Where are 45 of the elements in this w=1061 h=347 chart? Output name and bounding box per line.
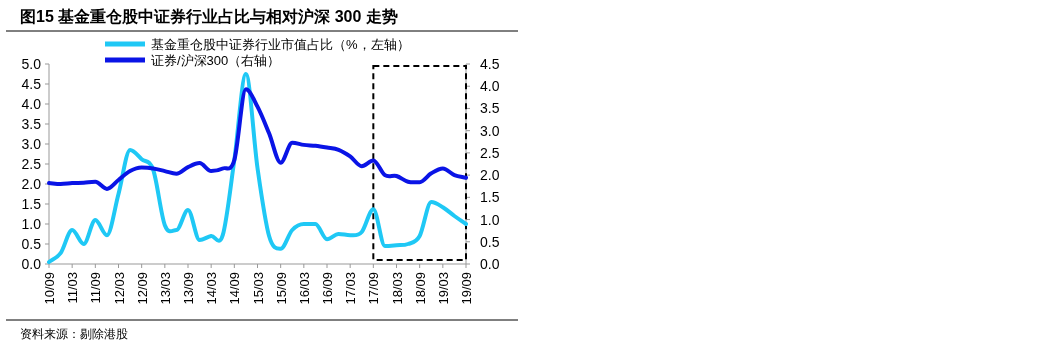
y-tick-label: 2.5 — [21, 156, 42, 172]
y-tick-label: 4.0 — [21, 96, 42, 112]
y-tick-label: 1.5 — [21, 196, 42, 212]
x-tick-label: 12/09 — [134, 272, 150, 305]
line-series — [47, 87, 468, 191]
chart-title: 图15 基金重仓股中证券行业占比与相对沪深 300 走势 — [20, 7, 398, 25]
y-tick-label: 0.5 — [21, 236, 42, 252]
x-tick-label: 16/03 — [296, 272, 312, 305]
legend-label: 证券/沪深300（右轴） — [151, 53, 281, 68]
y2-tick-label: 4.5 — [480, 56, 500, 72]
x-tick-label: 14/09 — [227, 272, 243, 305]
y-tick-label: 1.0 — [21, 216, 42, 232]
y2-tick-label: 3.5 — [480, 100, 500, 117]
y2-tick-label: 1.5 — [480, 189, 500, 206]
x-tick-label: 18/03 — [389, 272, 405, 305]
y2-tick-label: 0.5 — [480, 233, 500, 250]
x-tick-label: 18/09 — [412, 272, 428, 305]
y-tick-label: 3.5 — [21, 116, 42, 132]
x-tick-label: 17/09 — [366, 272, 382, 305]
legend-label: 基金重仓股中证券行业市值占比（%，左轴） — [151, 37, 410, 52]
y2-tick-label: 0.0 — [480, 256, 500, 272]
y-tick-label: 0.0 — [21, 256, 42, 272]
x-tick-label: 16/09 — [320, 272, 335, 305]
y-tick-label: 3.0 — [21, 136, 42, 152]
x-tick-label: 13/03 — [157, 272, 173, 305]
x-tick-label: 14/03 — [204, 272, 220, 305]
x-tick-label: 11/03 — [65, 272, 81, 304]
y-tick-label: 5.0 — [21, 56, 42, 72]
x-tick-label: 19/09 — [459, 272, 474, 305]
y2-tick-label: 4.0 — [480, 78, 500, 95]
y2-tick-label: 1.0 — [480, 211, 500, 228]
x-tick-label: 15/09 — [273, 272, 289, 305]
x-tick-label: 15/03 — [250, 272, 266, 305]
x-tick-label: 12/03 — [111, 272, 127, 305]
x-tick-label: 10/09 — [42, 272, 57, 305]
y2-tick-label: 3.0 — [480, 122, 500, 139]
y-tick-label: 4.5 — [21, 76, 42, 92]
x-tick-label: 13/09 — [181, 272, 196, 305]
y-tick-label: 2.0 — [21, 176, 42, 192]
x-tick-label: 11/09 — [88, 272, 104, 304]
text: 资料来源：剔除港股 — [20, 327, 128, 341]
y2-tick-label: 2.0 — [480, 167, 500, 184]
x-tick-label: 19/03 — [435, 272, 451, 305]
x-tick-label: 17/03 — [343, 272, 359, 305]
y2-tick-label: 2.5 — [480, 144, 500, 161]
